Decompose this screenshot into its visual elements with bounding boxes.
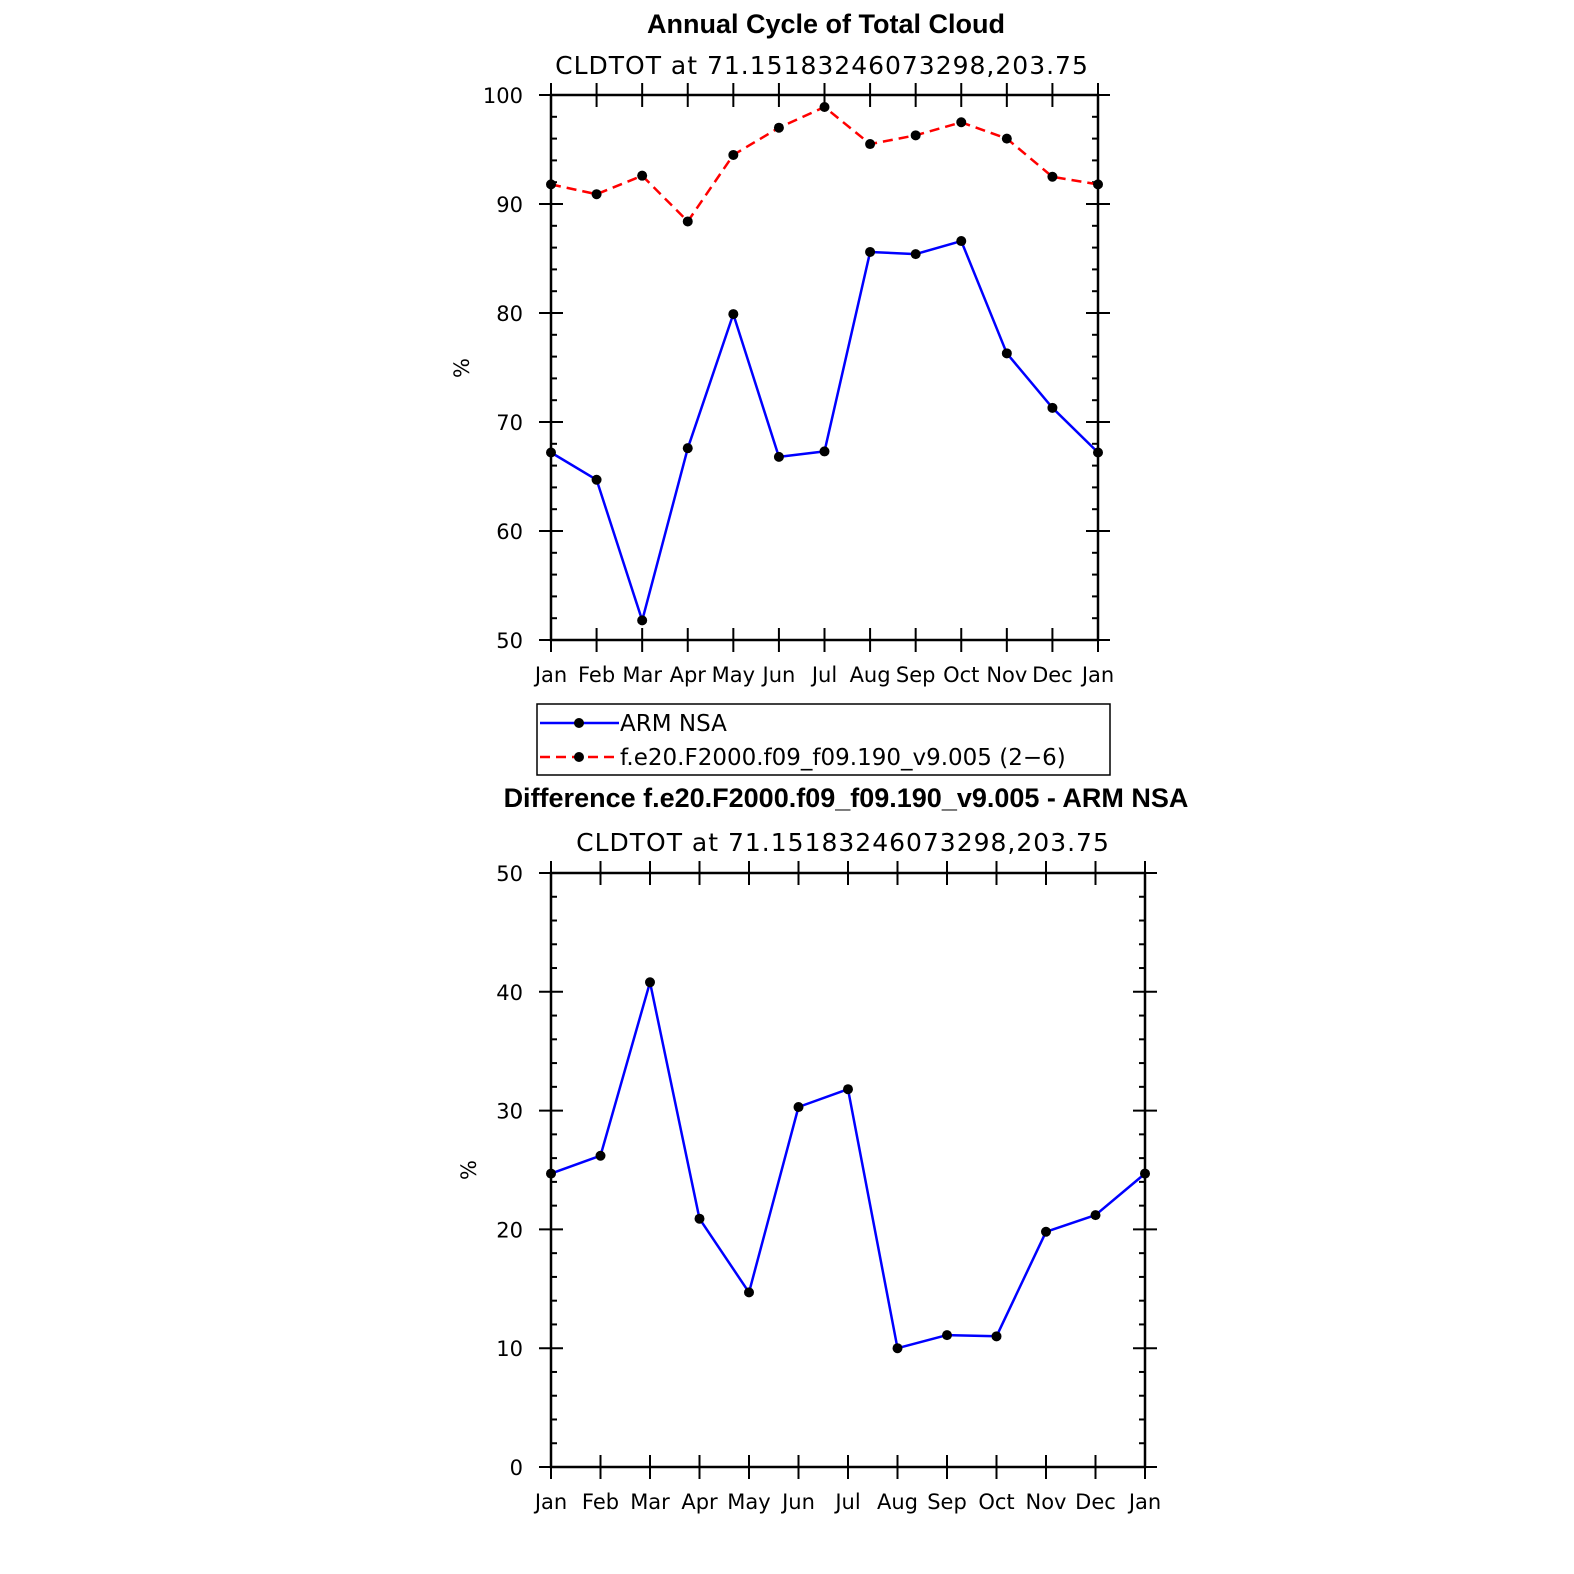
top-series-point (637, 170, 648, 181)
bottom-series-point (595, 1150, 606, 1161)
x-tick-label: Sep (896, 663, 936, 687)
top-series-point (591, 474, 602, 485)
top-series-point (865, 139, 876, 150)
top-series-point (910, 130, 921, 141)
x-tick-label: May (727, 1490, 770, 1514)
x-tick-label: Jan (1127, 1490, 1161, 1514)
bottom-series-point (942, 1330, 952, 1341)
y-tick-label: 50 (496, 629, 523, 653)
top-series-point (546, 179, 556, 190)
x-tick-label: Jul (810, 663, 837, 687)
x-tick-label: Jan (533, 1490, 567, 1514)
x-tick-label: Nov (986, 663, 1027, 687)
x-tick-label: Mar (630, 1490, 670, 1514)
top-series-point (865, 246, 876, 257)
top-series-point (956, 117, 967, 128)
bottom-series-point (546, 1168, 556, 1179)
bottom-y-axis-label: % (457, 1160, 481, 1180)
x-tick-label: May (712, 663, 755, 687)
x-tick-label: Jul (833, 1490, 860, 1514)
y-tick-label: 40 (496, 981, 523, 1005)
x-tick-label: Dec (1075, 1490, 1116, 1514)
top-series-point (819, 446, 830, 457)
bottom-series-point (991, 1331, 1002, 1342)
top-chart-subtitle: CLDTOT at 71.15183246073298,203.75 (555, 51, 1089, 80)
top-chart-title: Annual Cycle of Total Cloud (647, 9, 1005, 39)
top-series-point (1047, 171, 1058, 182)
top-y-axis-label: % (450, 358, 474, 378)
top-series-point (1093, 447, 1103, 458)
top-series-point (956, 236, 967, 247)
x-tick-label: Apr (681, 1490, 718, 1514)
top-series-point (637, 615, 648, 626)
bottom-series-point (1090, 1210, 1101, 1221)
x-tick-label: Mar (622, 663, 662, 687)
top-series-point (1001, 348, 1012, 359)
top-plot-frame (549, 93, 1100, 642)
legend-label-arm-nsa: ARM NSA (620, 711, 727, 737)
y-tick-label: 90 (496, 193, 523, 217)
top-series-point (1047, 402, 1058, 413)
top-series-point (819, 101, 830, 112)
legend-label-model: f.e20.F2000.f09_f09.190_v9.005 (2−6) (620, 745, 1066, 771)
x-tick-label: Jan (1080, 663, 1114, 687)
legend-marker-arm-nsa (574, 718, 584, 728)
top-series-line-0 (550, 239, 1099, 622)
legend-box (536, 703, 1111, 776)
bottom-series-point (1041, 1226, 1051, 1237)
x-tick-label: Aug (877, 1490, 918, 1514)
top-series-point (728, 149, 739, 160)
top-series-point (773, 122, 784, 133)
x-tick-label: Jun (761, 663, 796, 687)
y-tick-label: 30 (496, 1100, 523, 1124)
y-tick-label: 50 (496, 862, 523, 886)
bottom-series-point (892, 1343, 903, 1354)
bottom-series-point (1140, 1168, 1150, 1179)
x-tick-label: Jan (533, 663, 567, 687)
top-series-point (682, 216, 693, 227)
y-tick-label: 100 (483, 84, 523, 108)
x-tick-label: Apr (670, 663, 707, 687)
top-series-point (910, 249, 921, 260)
top-series-point (546, 447, 556, 458)
top-series-point (773, 451, 784, 462)
legend-marker-model (574, 752, 584, 762)
bottom-series-point (694, 1213, 705, 1224)
y-tick-label: 60 (496, 520, 523, 544)
top-series-point (728, 309, 739, 320)
bottom-chart-subtitle: CLDTOT at 71.15183246073298,203.75 (576, 828, 1110, 857)
top-series-point (1093, 179, 1103, 190)
x-tick-label: Nov (1026, 1490, 1067, 1514)
x-tick-label: Feb (582, 1490, 619, 1514)
x-tick-label: Jun (780, 1490, 815, 1514)
x-tick-label: Oct (943, 663, 979, 687)
top-series-point (1001, 133, 1012, 144)
x-tick-label: Oct (978, 1490, 1014, 1514)
top-plot-area: 100 90 80 70 60 50 Jan Feb Mar Apr May Jun Jul Aug Sep… (483, 83, 1114, 687)
top-series-line-1 (550, 105, 1099, 223)
bottom-series-point (744, 1287, 754, 1298)
x-tick-label: Feb (578, 663, 615, 687)
y-tick-label: 20 (496, 1218, 523, 1242)
annual-cycle-chart: Annual Cycle of Total Cloud CLDTOT at 71… (450, 9, 1114, 776)
bottom-series-point (843, 1084, 853, 1095)
x-tick-label: Dec (1032, 663, 1073, 687)
bottom-chart-title: Difference f.e20.F2000.f09_f09.190_v9.00… (504, 783, 1189, 813)
y-tick-label: 70 (496, 411, 523, 435)
top-series-point (591, 189, 602, 200)
y-tick-label: 10 (496, 1337, 523, 1361)
bottom-series-point (645, 977, 655, 988)
bottom-plot-frame (549, 871, 1147, 1469)
legend: ARM NSA f.e20.F2000.f09_f09.190_v9.005 (… (536, 703, 1111, 776)
bottom-series-point (793, 1102, 804, 1113)
difference-chart: Difference f.e20.F2000.f09_f09.190_v9.00… (457, 783, 1188, 1514)
y-tick-label: 0 (510, 1456, 523, 1480)
x-tick-label: Aug (850, 663, 891, 687)
x-tick-label: Sep (927, 1490, 967, 1514)
bottom-plot-area: 50 40 30 20 10 0 Jan Feb Mar Apr May Jun Jul Aug Sep Oc… (496, 861, 1161, 1514)
top-series-point (682, 443, 693, 454)
bottom-series-line-0 (550, 981, 1146, 1350)
y-tick-label: 80 (496, 302, 523, 326)
